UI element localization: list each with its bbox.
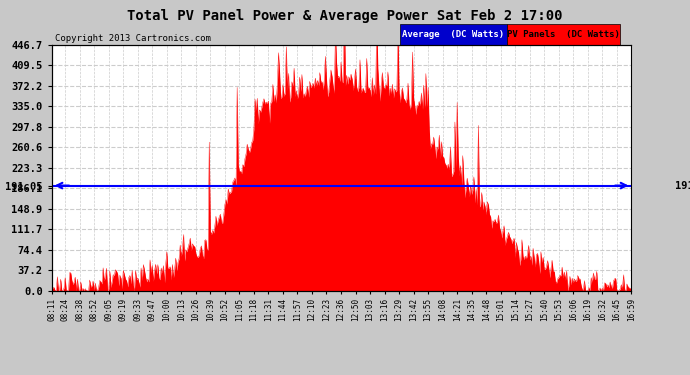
Text: Total PV Panel Power & Average Power Sat Feb 2 17:00: Total PV Panel Power & Average Power Sat…	[127, 9, 563, 23]
Text: Copyright 2013 Cartronics.com: Copyright 2013 Cartronics.com	[55, 33, 210, 42]
Text: Average  (DC Watts): Average (DC Watts)	[402, 30, 504, 39]
Text: 191.05: 191.05	[675, 181, 690, 190]
Bar	[400, 24, 506, 45]
Bar	[506, 24, 620, 45]
Text: PV Panels  (DC Watts): PV Panels (DC Watts)	[507, 30, 620, 39]
